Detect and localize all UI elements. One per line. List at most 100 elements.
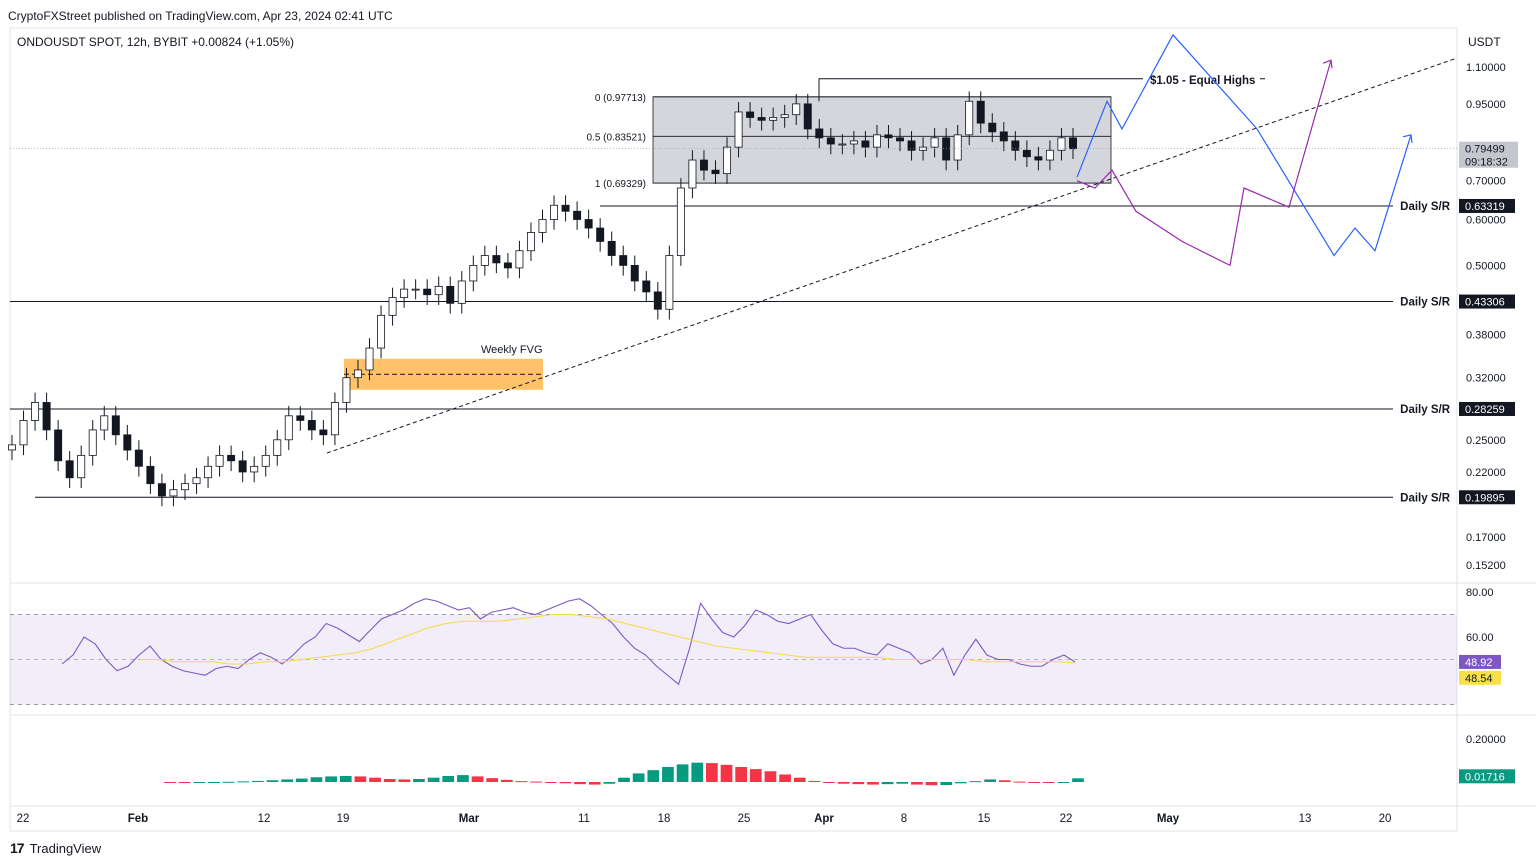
histogram-bar xyxy=(442,775,455,782)
histogram-bar xyxy=(779,774,791,782)
macd-value: 0.01716 xyxy=(1465,771,1505,783)
candle-down xyxy=(988,122,997,133)
sr-price-badge xyxy=(1459,401,1515,416)
rsi-value: 48.92 xyxy=(1465,657,1493,669)
candle-down xyxy=(134,449,143,467)
candle-down xyxy=(65,460,74,479)
price-tick-label: 0.95000 xyxy=(1466,99,1506,111)
candle-down xyxy=(653,291,662,310)
fib-range-box xyxy=(652,96,1112,184)
histogram-bar xyxy=(896,782,909,784)
candle-down xyxy=(146,465,155,485)
macd-histogram xyxy=(164,762,1084,786)
histogram-bar xyxy=(471,776,484,782)
current-price-value: 0.79499 xyxy=(1465,144,1505,156)
histogram-bar xyxy=(706,763,718,782)
rsi-axis: 80.00 60.00 xyxy=(1466,587,1494,644)
time-tick-label: 11 xyxy=(578,813,590,825)
candle-down xyxy=(1034,156,1043,161)
price-axis[interactable]: 1.10000 0.95000 0.70000 0.60000 0.50000 0.380… xyxy=(1466,62,1506,572)
published-header: CryptoFXStreet published on TradingView.… xyxy=(8,9,393,23)
candlesticks xyxy=(8,91,1077,507)
histogram-bar xyxy=(867,782,879,785)
candle-down xyxy=(619,255,628,266)
candle-up xyxy=(688,159,697,189)
sr-label: Daily S/R xyxy=(1400,297,1451,309)
time-tick-label: 12 xyxy=(258,813,271,825)
candle-down xyxy=(976,100,985,124)
histogram-bar xyxy=(325,776,337,782)
histogram-bar xyxy=(193,782,206,783)
histogram-bar xyxy=(1013,781,1026,783)
histogram-bar xyxy=(764,771,777,782)
histogram-bar xyxy=(383,778,396,782)
histogram-bar xyxy=(310,777,323,782)
rsi-tick-label: 60.00 xyxy=(1466,632,1494,644)
histogram-bar xyxy=(178,782,191,784)
sr-price-value: 0.43306 xyxy=(1465,297,1505,309)
time-tick-label: 22 xyxy=(17,813,30,825)
candle-countdown: 09:18:32 xyxy=(1465,157,1508,169)
histogram-bar xyxy=(749,769,762,782)
candle-down xyxy=(630,264,639,282)
candle-up xyxy=(480,255,489,266)
tradingview-brand[interactable]: 17 TradingView xyxy=(10,840,101,856)
histogram-bar xyxy=(266,780,279,782)
candle-down xyxy=(296,415,305,421)
time-axis[interactable]: 22 Feb 12 19 Mar 11 18 25 Apr 8 15 22 May 13 20 xyxy=(17,813,1392,825)
price-tick-label: 0.70000 xyxy=(1466,176,1506,188)
candle-down xyxy=(861,140,870,148)
rsi-line xyxy=(61,598,1076,686)
candle-down xyxy=(503,262,512,269)
candle-down xyxy=(1011,140,1020,151)
histogram-bar xyxy=(530,781,542,783)
time-tick-label: 22 xyxy=(1060,813,1073,825)
histogram-bar xyxy=(164,782,176,783)
histogram-bar xyxy=(1057,782,1070,783)
time-tick-label: 25 xyxy=(738,813,751,825)
histogram-bar xyxy=(1042,782,1055,783)
price-tick-label: 1.10000 xyxy=(1466,62,1506,74)
sr-label: Daily S/R xyxy=(1400,404,1451,416)
time-tick-label: 20 xyxy=(1379,813,1392,825)
candle-up xyxy=(872,134,881,148)
candle-up xyxy=(676,187,685,256)
candle-up xyxy=(538,219,547,233)
histogram-bar xyxy=(954,782,967,784)
candle-up xyxy=(192,477,201,485)
candle-down xyxy=(319,429,328,436)
candle-up xyxy=(261,454,270,467)
histogram-bar xyxy=(618,777,630,782)
macd-value-badge xyxy=(1459,769,1515,784)
candle-down xyxy=(999,131,1008,142)
candle-up xyxy=(284,415,293,441)
histogram-bar xyxy=(662,766,674,782)
candle-up xyxy=(215,454,224,467)
candle-down xyxy=(757,117,766,121)
trendline xyxy=(326,57,1458,454)
time-tick-label: Feb xyxy=(128,813,148,825)
fvg-label: Weekly FVG xyxy=(481,344,543,356)
candle-down xyxy=(699,159,708,171)
equal-highs-label: $1.05 - Equal Highs xyxy=(1150,75,1255,87)
candle-down xyxy=(227,454,236,462)
candle-up xyxy=(273,439,282,456)
candle-up xyxy=(8,444,16,451)
projection-purple-path xyxy=(1076,60,1332,267)
candle-down xyxy=(815,128,824,139)
candle-down xyxy=(584,219,593,229)
candle-up xyxy=(792,103,801,116)
tradingview-logo-icon: 17 xyxy=(10,840,25,856)
time-tick-label: 19 xyxy=(337,813,350,825)
price-tick-label: 0.22000 xyxy=(1466,467,1506,479)
candle-down xyxy=(446,285,455,304)
histogram-bar xyxy=(1028,782,1040,783)
histogram-bar xyxy=(369,777,381,782)
macd-axis: 0.20000 xyxy=(1466,734,1506,746)
candle-up xyxy=(953,134,962,161)
time-tick-label: Mar xyxy=(459,813,480,825)
candle-up xyxy=(550,204,559,220)
candle-down xyxy=(596,227,605,242)
histogram-bar xyxy=(603,782,616,784)
